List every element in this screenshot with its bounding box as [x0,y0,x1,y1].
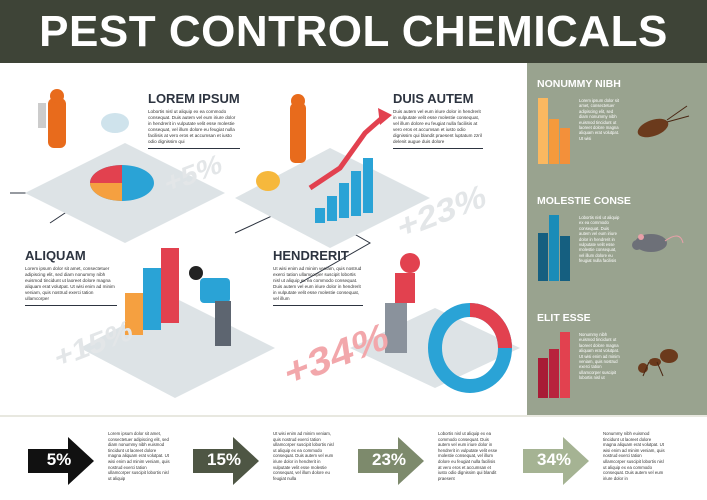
side-text: Lorem ipsum dolor sit amet, consectetuer… [579,98,620,141]
side-bar [560,127,570,164]
isometric-scene [10,89,520,398]
page-title: PEST CONTROL CHEMICALS [39,6,668,56]
side-group: ELIT ESSE Nonummy nibh euismod tincidunt… [527,312,707,422]
percent-value: 5% [46,450,72,469]
side-bar-chart [538,98,570,164]
arrow-icon [193,437,259,485]
percent-value: 23% [371,450,407,469]
divider [148,148,240,149]
section-hendrerit: HENDRERIT Ut wisi enim ad minim veniam, … [273,248,363,306]
section-heading: HENDRERIT [273,248,349,263]
side-text: Lobortis nisl ut aliquip ex ea commodo c… [579,215,620,264]
worker-sprayer-illustration [38,89,129,148]
side-heading: NONUMMY NIBH [537,78,621,90]
side-bar [560,332,570,398]
side-bar-chart [538,215,570,281]
bottom-stats: 5% Lorem ipsum dolor sit amet, consectetu… [0,415,707,500]
divider [273,305,363,306]
side-bar [538,233,548,281]
section-heading: ALIQUAM [25,248,86,263]
percent-arrow: 23% [358,437,428,485]
arrow-icon [28,437,94,485]
side-bar [549,215,559,281]
section-text: Ut wisi enim ad minim veniam, quis nostr… [273,266,362,301]
side-bar [560,236,570,281]
bar-chart-illustration [125,248,231,346]
pie-chart-illustration [90,165,154,201]
section-heading: DUIS AUTEM [393,91,474,106]
rat-icon [632,234,684,252]
main-illustration-area: +5% +23% +15% +34% LOREM IPSUM Lobortis … [0,63,527,415]
side-panel: NONUMMY NIBH Lorem ipsum dolor sit amet,… [527,63,707,415]
cockroach-icon [637,105,690,138]
side-heading: MOLESTIE CONSE [537,195,631,207]
percent-description: Nonummy nibh euismod tincidunt ut laoree… [603,431,665,481]
side-bar [538,98,548,164]
arrow-icon [523,437,589,485]
percent-arrow: 34% [523,437,593,485]
donut-chart-illustration [385,253,512,393]
side-bar [549,119,559,164]
section-aliquam: ALIQUAM Lorem ipsum dolor sit amet, cons… [25,248,117,306]
section-text: Lorem ipsum dolor sit amet, consectetuer… [25,266,115,301]
worker-chart-illustration [256,94,392,223]
side-bar [538,358,548,398]
section-lorem-ipsum: LOREM IPSUM Lobortis nisl ut aliquip ex … [148,91,240,149]
arrow-icon [358,437,424,485]
section-heading: LOREM IPSUM [148,91,240,106]
percent-arrow: 15% [193,437,263,485]
ant-icon [638,349,678,377]
side-group: MOLESTIE CONSE Lobortis nisl ut aliquip … [527,195,707,305]
divider [25,305,117,306]
section-text: Lobortis nisl ut aliquip ex ea commodo c… [148,109,236,144]
side-bar-chart [538,332,570,398]
percent-value: 15% [206,450,242,469]
side-heading: ELIT ESSE [537,312,591,324]
percent-description: Lobortis nisl ut aliquip ex ea commodo c… [438,431,498,481]
divider [393,148,483,149]
side-bar [549,348,559,398]
side-text: Nonummy nibh euismod tincidunt ut laoree… [579,332,620,381]
percent-arrow: 5% [28,437,98,485]
section-duis-autem: DUIS AUTEM Duis autem vel eum iriure dol… [393,91,483,149]
percent-description: Lorem ipsum dolor sit amet, consectetuer… [108,431,170,481]
side-group: NONUMMY NIBH Lorem ipsum dolor sit amet,… [527,78,707,188]
percent-description: Ut wisi enim ad minim veniam, quis nostr… [273,431,334,481]
section-text: Duis autem vel eum iriure dolor in hendr… [393,109,482,144]
header-banner: PEST CONTROL CHEMICALS [0,0,707,63]
percent-value: 34% [536,450,572,469]
